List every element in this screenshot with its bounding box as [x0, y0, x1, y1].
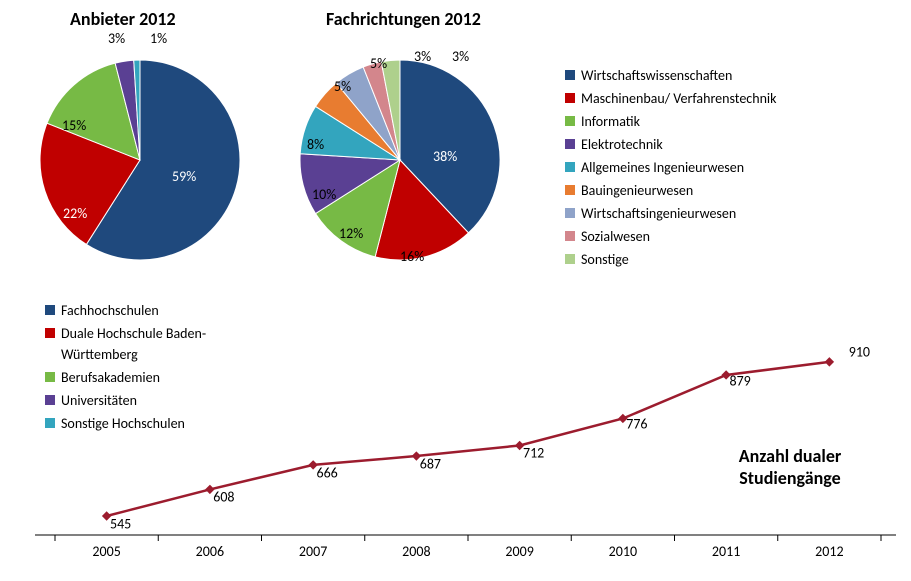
line-chart-title: Anzahl dualer Studiengänge	[700, 445, 880, 489]
x-tick-label: 2007	[299, 543, 327, 560]
pie-pct-label: 3%	[414, 48, 431, 65]
x-tick-label: 2008	[402, 543, 430, 560]
x-tick-label: 2006	[196, 543, 224, 560]
pie-pct-label: 5%	[334, 78, 351, 95]
point-label: 687	[420, 456, 441, 473]
point-label: 545	[110, 516, 131, 533]
pie-pct-label: 5%	[370, 55, 387, 72]
x-tick-label: 2010	[609, 543, 637, 560]
pie-pct-label: 1%	[150, 30, 167, 47]
pie-pct-label: 8%	[307, 136, 324, 153]
pie-pct-label: 59%	[172, 168, 196, 185]
pie-pct-label: 15%	[62, 117, 86, 134]
x-tick-label: 2005	[92, 543, 120, 560]
pie-pct-label: 22%	[63, 205, 87, 222]
point-label: 712	[523, 445, 544, 462]
point-label: 666	[316, 464, 337, 481]
pie-pct-label: 12%	[339, 225, 363, 242]
x-tick-label: 2012	[815, 543, 843, 560]
pie-pct-label: 38%	[433, 148, 457, 165]
pie-pct-label: 3%	[452, 48, 469, 65]
point-label: 608	[213, 489, 234, 506]
point-label: 776	[626, 416, 647, 433]
x-tick-label: 2009	[505, 543, 533, 560]
pie-pct-label: 16%	[400, 248, 424, 265]
point-label: 879	[729, 372, 750, 389]
line-chart	[0, 0, 911, 581]
x-tick-label: 2011	[712, 543, 740, 560]
pie-pct-label: 10%	[312, 186, 336, 203]
pie-pct-label: 3%	[108, 30, 125, 47]
line-marker	[825, 358, 833, 366]
point-label: 910	[849, 343, 870, 360]
